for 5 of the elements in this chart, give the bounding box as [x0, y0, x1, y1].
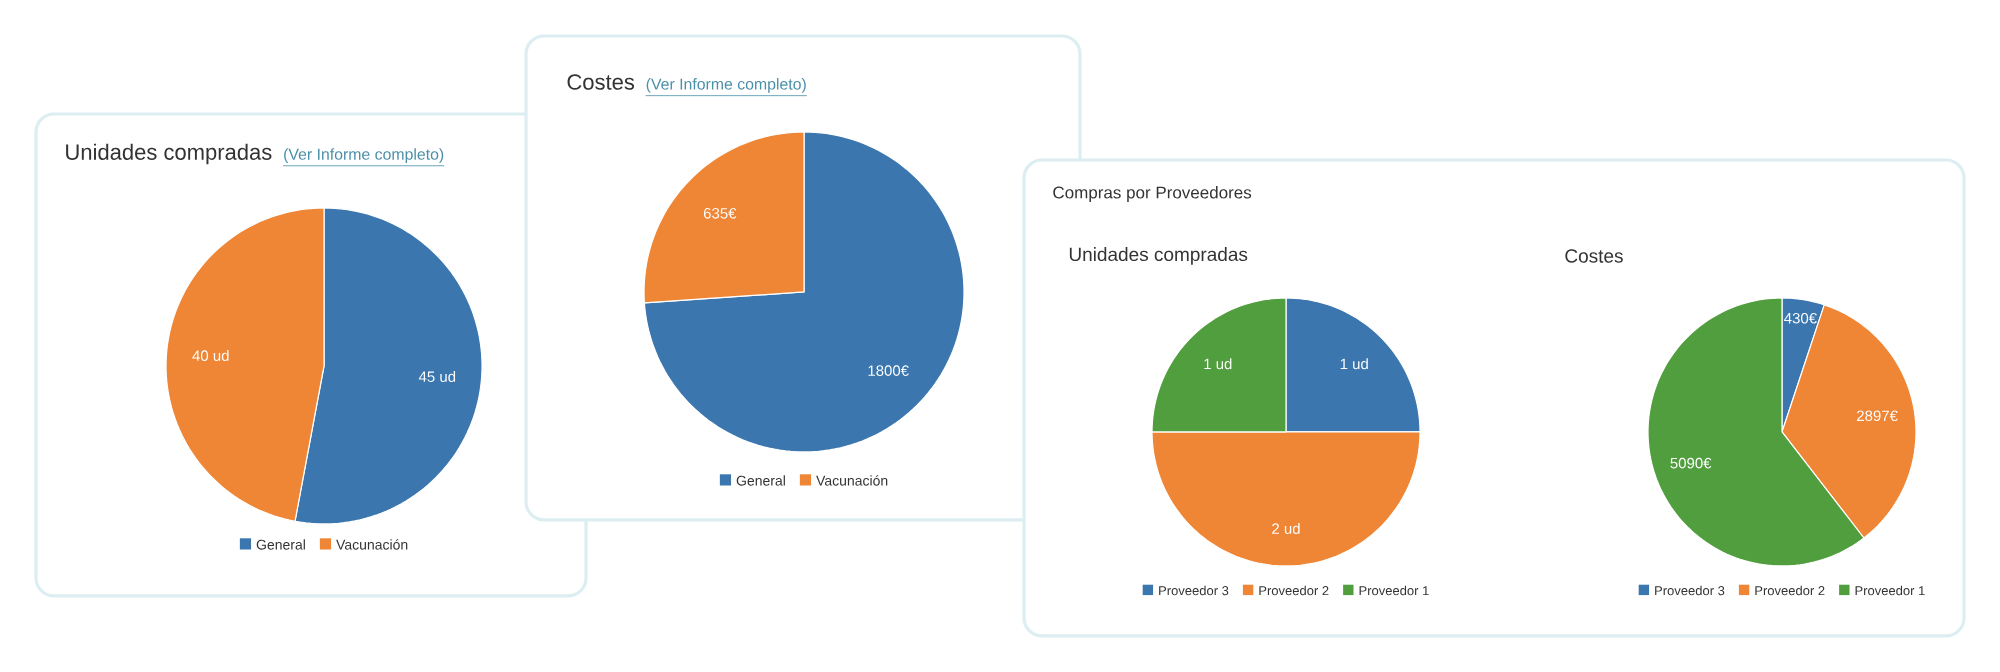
chart-title: Costes — [567, 74, 635, 90]
chart-subtitle: Unidades compradas — [1069, 247, 1248, 265]
chart-title: Costes — [1565, 249, 1623, 263]
chart-title: Compras por Proveedores — [1053, 186, 1252, 202]
chart-title: Unidades compradas — [66, 143, 272, 165]
